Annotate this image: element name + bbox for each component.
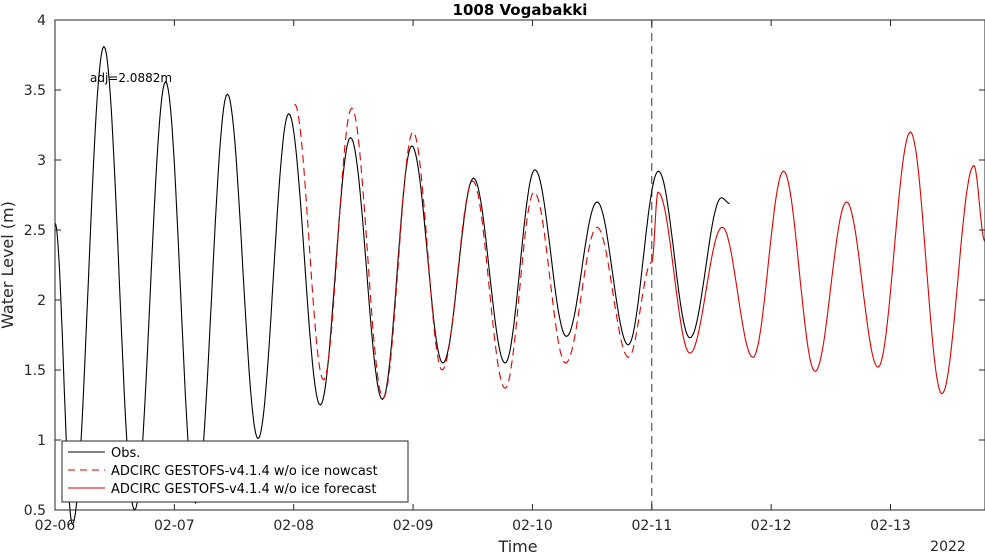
x-tick-label: 02-06	[35, 518, 76, 534]
legend-label-obs: Obs.	[111, 446, 140, 461]
series-line-obs	[54, 45, 730, 526]
series-layer	[54, 45, 985, 526]
series-line-forecast	[651, 131, 985, 395]
legend-box	[61, 440, 409, 503]
x-tick-label: 02-07	[154, 518, 195, 534]
x-axis-label: Time	[497, 537, 537, 554]
plot-frame	[54, 19, 985, 511]
legend-label-forecast: ADCIRC GESTOFS-v4.1.4 w/o ice forecast	[111, 482, 376, 497]
x-tick-label: 02-10	[512, 518, 553, 534]
chart-title: 1008 Vogabakki	[453, 1, 588, 19]
y-tick-label: 1.5	[24, 363, 46, 379]
x-tick-label: 02-08	[273, 518, 314, 534]
offset-annotation: adj=2.0882m	[90, 71, 172, 85]
legend: Obs. ADCIRC GESTOFS-v4.1.4 w/o ice nowca…	[61, 440, 409, 503]
x-tick-label: 02-12	[751, 518, 792, 534]
x-tick-label: 02-11	[631, 518, 672, 534]
y-tick-label: 2	[37, 293, 46, 309]
legend-label-nowcast: ADCIRC GESTOFS-v4.1.4 w/o ice nowcast	[111, 464, 378, 479]
x-tick-label: 02-13	[870, 518, 911, 534]
year-label: 2022	[930, 539, 966, 554]
y-tick-label: 2.5	[24, 223, 46, 239]
y-tick-label: 3	[37, 153, 46, 169]
ticks: 0.5 1 1.5 2 2.5 3 3.5 4 02-06 02-07 02-08 02-09 02-1…	[24, 13, 985, 534]
y-tick-label: 3.5	[24, 83, 46, 99]
y-axis-label: Water Level (m)	[0, 201, 17, 329]
series-line-nowcast	[294, 103, 653, 399]
y-tick-label: 4	[37, 13, 46, 29]
y-tick-label: 0.5	[24, 503, 46, 519]
y-tick-label: 1	[37, 433, 46, 449]
x-tick-label: 02-09	[393, 518, 434, 534]
